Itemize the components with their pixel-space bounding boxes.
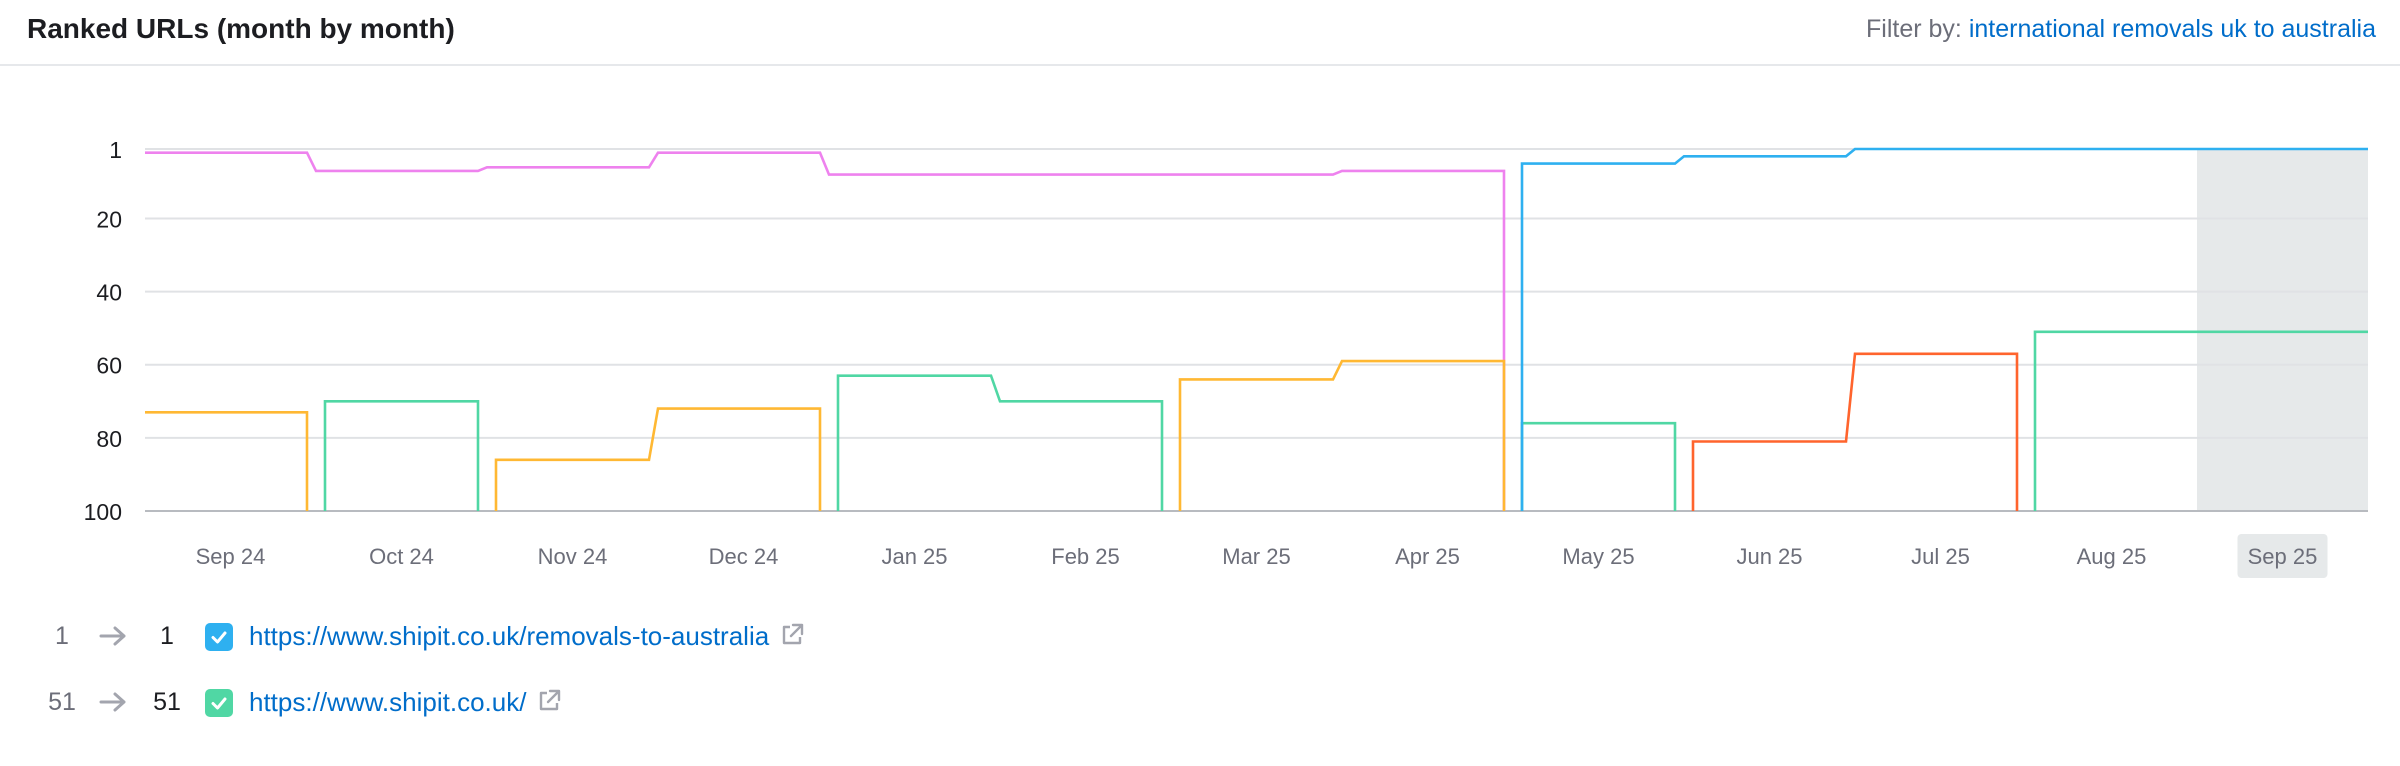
x-tick-label: Sep 24: [196, 544, 266, 569]
legend-from-position: 1: [55, 622, 69, 650]
y-tick-label: 60: [96, 353, 122, 379]
legend-to-position: 1: [160, 622, 174, 650]
y-tick-label: 40: [96, 280, 122, 306]
filter-keyword-link[interactable]: international removals uk to australia: [1968, 15, 2376, 43]
y-tick-label: 80: [96, 426, 122, 452]
legend-row-1: 1 1 https://www.shipit.co.uk/removals-to…: [0, 616, 1200, 656]
series-line: [1691, 352, 2019, 511]
series-line: [145, 359, 1506, 511]
series-line: [145, 151, 1506, 511]
checkmark-icon: [211, 631, 227, 644]
x-tick-label: Jul 25: [1911, 544, 1970, 569]
legend-row-2: 51 51 https://www.shipit.co.uk/: [0, 682, 1200, 722]
series-line: [1520, 147, 2368, 511]
url-link[interactable]: https://www.shipit.co.uk/removals-to-aus…: [249, 616, 805, 656]
checkmark-icon: [211, 697, 227, 710]
x-tick-label: Apr 25: [1395, 544, 1460, 569]
series-line: [323, 330, 2368, 511]
ranked-urls-chart: 1 20 40 60 80 100 Sep 24 Oct 24 Nov 24 Dec 24 Jan …: [84, 137, 2368, 578]
x-tick-label: Oct 24: [369, 544, 434, 569]
y-tick-label: 100: [84, 499, 122, 525]
y-tick-label: 20: [96, 206, 122, 232]
x-tick-label: Aug 25: [2077, 544, 2147, 569]
series-checkbox[interactable]: [205, 689, 233, 717]
arrow-right-icon: [99, 626, 126, 646]
filter-label: Filter by:: [1866, 15, 1962, 43]
x-tick-label: Dec 24: [709, 544, 779, 569]
x-tick-label: May 25: [1562, 544, 1634, 569]
arrow-right-icon: [99, 692, 126, 712]
x-tick-label: Jan 25: [881, 544, 947, 569]
legend-from-position: 51: [48, 688, 76, 716]
filter: Filter by: international removals uk to …: [1866, 15, 2376, 44]
x-tick-label: Nov 24: [538, 544, 608, 569]
highlight-band: [2197, 149, 2368, 511]
x-tick-label: Feb 25: [1051, 544, 1120, 569]
external-link-icon[interactable]: [779, 622, 805, 648]
x-tick-label: Jun 25: [1736, 544, 1802, 569]
legend-to-position: 51: [153, 688, 181, 716]
external-link-icon[interactable]: [536, 688, 562, 714]
chart-header: Ranked URLs (month by month) Filter by: …: [0, 0, 2400, 66]
series-checkbox[interactable]: [205, 623, 233, 651]
page-title: Ranked URLs (month by month): [27, 13, 455, 44]
x-tick-label: Sep 25: [2248, 544, 2318, 569]
x-tick-label: Mar 25: [1222, 544, 1290, 569]
url-link[interactable]: https://www.shipit.co.uk/: [249, 682, 562, 722]
y-tick-label: 1: [109, 137, 122, 163]
x-label-highlight: [2237, 534, 2328, 578]
